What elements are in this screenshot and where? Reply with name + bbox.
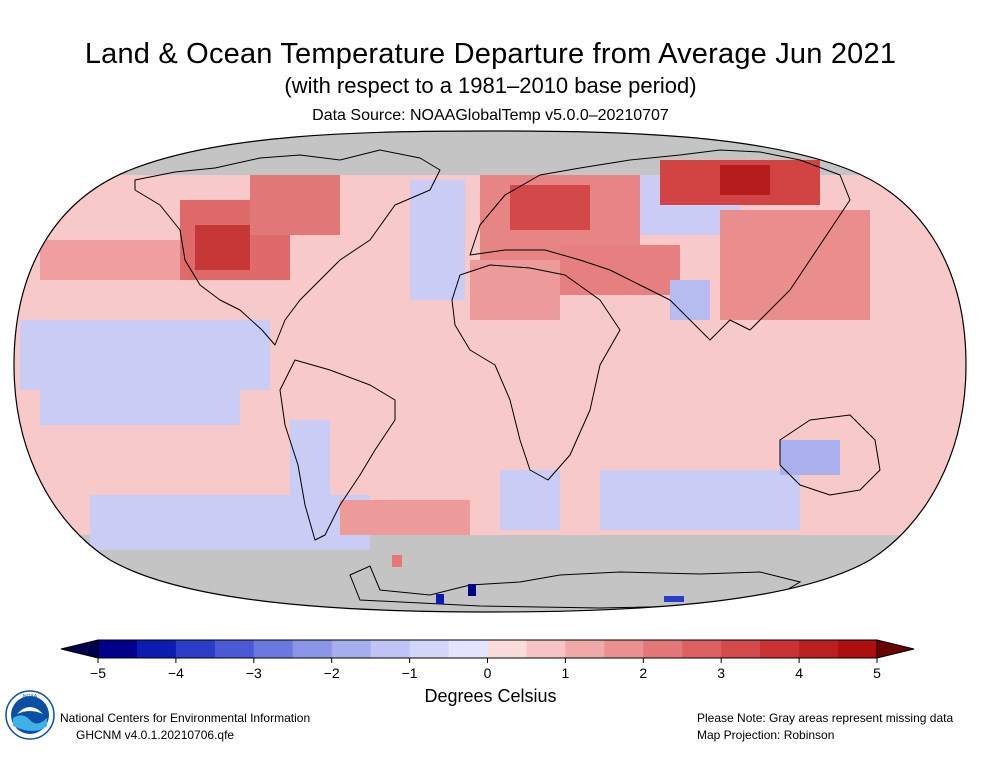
colorbar-cell bbox=[175, 640, 216, 658]
logo-bird bbox=[17, 707, 43, 714]
canada-warm-region bbox=[250, 175, 340, 235]
antarctic-cold-cell bbox=[436, 594, 444, 604]
footer-dataset: GHCNM v4.0.1.20210706.qfe bbox=[76, 728, 235, 742]
colorbar: −5 −4 −3 −2 −1 0 1 2 3 4 5 bbox=[60, 639, 915, 681]
footer-projection: Map Projection: Robinson bbox=[697, 728, 835, 742]
map-subtitle: (with respect to a 1981–2010 base period… bbox=[284, 73, 697, 98]
colorbar-tick-label: 3 bbox=[717, 665, 725, 681]
south-atlantic-cool-region bbox=[500, 470, 560, 530]
colorbar-cell bbox=[253, 640, 294, 658]
north-africa-warm-region bbox=[470, 260, 560, 320]
siberia-very-hot-region bbox=[720, 165, 770, 195]
colorbar-tick-label: 2 bbox=[639, 665, 647, 681]
colorbar-high-extend bbox=[876, 639, 915, 659]
antarctic-warm-cell bbox=[392, 555, 402, 567]
colorbar-tick-label: −1 bbox=[402, 665, 418, 681]
colorbar-cell bbox=[214, 640, 255, 658]
colorbar-cell bbox=[448, 640, 488, 658]
colorbar-tick-label: 1 bbox=[562, 665, 570, 681]
australia-cool-region bbox=[780, 440, 840, 475]
south-atlantic-warm-region bbox=[340, 500, 470, 535]
colorbar-cell bbox=[565, 640, 605, 658]
colorbar-cell bbox=[136, 640, 177, 658]
map-title: Land & Ocean Temperature Departure from … bbox=[84, 38, 897, 70]
north-atlantic-cool-region bbox=[410, 180, 465, 300]
colorbar-tick-label: 4 bbox=[795, 665, 803, 681]
colorbar-ticks: −5 −4 −3 −2 −1 0 1 2 3 4 5 bbox=[90, 658, 881, 681]
arabian-sea-cool-region bbox=[670, 280, 710, 320]
colorbar-cell bbox=[487, 640, 527, 658]
footer-right: Please Note: Gray areas represent missin… bbox=[697, 710, 953, 744]
north-america-coastline bbox=[134, 149, 441, 346]
australia-coastline bbox=[779, 414, 881, 496]
footer-note: Please Note: Gray areas represent missin… bbox=[697, 711, 954, 725]
logo-wave bbox=[13, 715, 47, 731]
colorbar-tick-label: 5 bbox=[873, 665, 881, 681]
colorbar-cell bbox=[526, 640, 566, 658]
south-america-coastline bbox=[279, 359, 396, 541]
east-asia-warm-region bbox=[720, 210, 870, 320]
colorbar-cell bbox=[604, 640, 644, 658]
colorbar-tick-label: −4 bbox=[168, 665, 184, 681]
antarctica-outline bbox=[349, 565, 802, 609]
south-america-cool-region bbox=[290, 420, 330, 530]
colorbar-cell bbox=[98, 640, 138, 658]
colorbar-tick-label: 0 bbox=[484, 665, 492, 681]
coastlines bbox=[134, 149, 881, 541]
colorbar-cell bbox=[292, 640, 333, 658]
noaa-logo: NOAA bbox=[5, 690, 55, 740]
indian-ocean-cool-region bbox=[600, 470, 800, 530]
footer-left: National Centers for Environmental Infor… bbox=[60, 710, 310, 744]
scandinavia-hot-region bbox=[510, 185, 590, 230]
data-source: Data Source: NOAAGlobalTemp v5.0.0–20210… bbox=[312, 107, 669, 124]
middle-east-warm-region bbox=[560, 245, 680, 295]
africa-coastline bbox=[451, 264, 621, 481]
pacific-cool-region bbox=[20, 320, 270, 390]
world-anomaly-map bbox=[13, 130, 967, 613]
north-pacific-warm-region bbox=[40, 240, 200, 280]
colorbar-cell bbox=[760, 640, 800, 658]
colorbar-cell bbox=[409, 640, 450, 658]
antarctic-cold-cell bbox=[664, 596, 684, 602]
colorbar-cell bbox=[682, 640, 722, 658]
colorbar-cell bbox=[331, 640, 372, 658]
globe-outline bbox=[13, 130, 967, 613]
colorbar-tick-label: −3 bbox=[246, 665, 262, 681]
colorbar-cell bbox=[370, 640, 411, 658]
colorbar-cell bbox=[838, 640, 878, 658]
colorbar-cell bbox=[799, 640, 839, 658]
antarctic-cold-cell bbox=[468, 584, 476, 596]
colorbar-cell bbox=[721, 640, 761, 658]
colorbar-cells bbox=[97, 639, 878, 659]
colorbar-cell bbox=[643, 640, 683, 658]
pacific-northwest-hot-region bbox=[195, 225, 250, 270]
colorbar-tick-label: −5 bbox=[90, 665, 106, 681]
footer-org: National Centers for Environmental Infor… bbox=[60, 711, 311, 725]
logo-text: NOAA bbox=[23, 694, 38, 700]
eurasia-coastline bbox=[469, 149, 851, 341]
colorbar-low-extend bbox=[60, 639, 99, 659]
colorbar-units-label: Degrees Celsius bbox=[424, 686, 557, 706]
colorbar-tick-label: −2 bbox=[324, 665, 340, 681]
pacific-cool-region bbox=[40, 390, 240, 425]
